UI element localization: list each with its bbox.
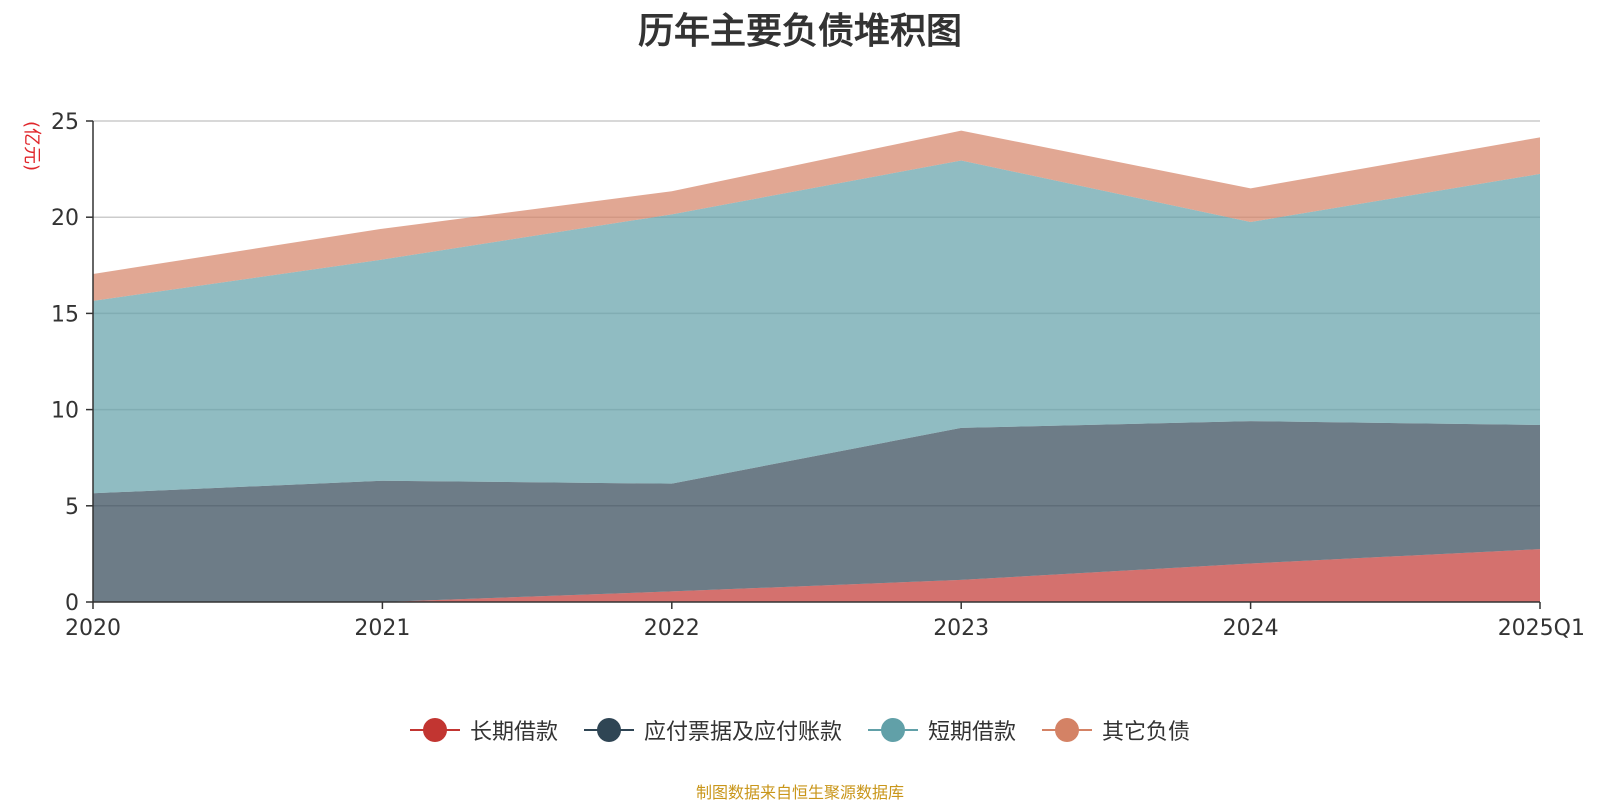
area-series xyxy=(93,130,1540,602)
x-tick-label: 2025Q1 xyxy=(1498,616,1585,641)
chart-title: 历年主要负债堆积图 xyxy=(637,11,962,52)
legend-label: 短期借款 xyxy=(928,720,1017,745)
legend-marker-icon xyxy=(583,718,634,742)
area-series-3 xyxy=(93,160,1540,494)
legend-marker-icon xyxy=(868,718,918,742)
legend-item-1[interactable]: 长期借款 xyxy=(409,714,558,746)
y-tick-label: 15 xyxy=(51,302,79,327)
source-note: 制图数据来自恒生聚源数据库 xyxy=(695,783,904,802)
area-series-1 xyxy=(93,549,1540,602)
x-tick-label: 2021 xyxy=(354,616,410,641)
y-tick-label: 5 xyxy=(65,495,79,520)
axes: 0 5 10 15 20 25 2020 2021 2022 2023 2024 2025Q1 xyxy=(51,110,1585,641)
x-tick-label: 2023 xyxy=(933,616,989,641)
y-tick-label: 20 xyxy=(51,206,79,231)
legend-label: 长期借款 xyxy=(469,720,558,745)
legend: 长期借款 应付票据及应付账款 短期借款 其它负债 xyxy=(0,714,1600,746)
y-axis-label: (亿元) xyxy=(21,121,42,171)
legend-label: 其它负债 xyxy=(1102,720,1191,745)
x-tick-label: 2020 xyxy=(65,616,121,641)
legend-marker-icon xyxy=(1042,718,1093,742)
x-tick-label: 2022 xyxy=(644,616,700,641)
area-series-4 xyxy=(93,130,1540,301)
legend-marker-icon xyxy=(409,718,460,742)
x-tick-label: 2024 xyxy=(1223,616,1279,641)
legend-item-4[interactable]: 其它负债 xyxy=(1042,714,1190,746)
y-tick-label: 25 xyxy=(51,110,79,135)
legend-item-2[interactable]: 应付票据及应付账款 xyxy=(583,714,842,746)
legend-item-3[interactable]: 短期借款 xyxy=(868,714,1016,746)
y-tick-label: 0 xyxy=(65,591,79,616)
y-tick-label: 10 xyxy=(51,399,79,424)
legend-label: 应付票据及应付账款 xyxy=(643,720,842,745)
area-series-2 xyxy=(93,421,1540,602)
